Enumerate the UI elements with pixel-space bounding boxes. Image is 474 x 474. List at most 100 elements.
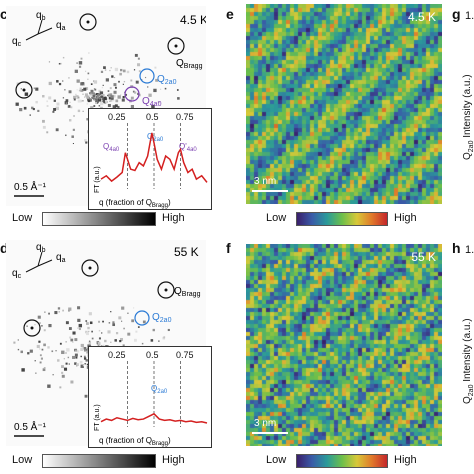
panel-f-letter: f: [226, 240, 231, 256]
fft-speck: [102, 97, 104, 99]
fft-speck: [17, 339, 19, 341]
fft-speck: [69, 101, 71, 103]
fft-speck: [110, 341, 112, 343]
fft-speck: [86, 363, 89, 366]
fft-speck: [70, 106, 73, 109]
fft-speck: [90, 89, 94, 93]
fft-speck: [114, 77, 116, 79]
fft-speck: [88, 341, 92, 344]
fft-speck: [65, 352, 67, 354]
fft-speck: [148, 93, 152, 97]
fft-speck: [59, 386, 62, 389]
fft-speck: [61, 365, 64, 369]
fft-speck: [101, 332, 103, 334]
fft-speck: [109, 93, 113, 97]
fft-speck: [33, 87, 36, 90]
fft-speck: [77, 327, 79, 329]
fft-speck: [87, 72, 90, 75]
inset-top-ylabel: FT (a.u.): [94, 166, 101, 193]
fft-speck: [102, 84, 104, 86]
fft-speck: [114, 67, 119, 72]
fft-speck: [47, 384, 51, 388]
inset-top-ann-4a0: Q4a0: [103, 142, 120, 153]
fft-speck: [154, 66, 157, 69]
fft-speck: [100, 70, 104, 74]
fft-speck: [13, 341, 16, 344]
fft-speck: [98, 93, 101, 96]
panel-g-ylabel: Q2a0 Intensity (a.u.): [462, 74, 474, 160]
fft-speck: [132, 90, 135, 93]
fft-speck: [65, 99, 69, 102]
fft-speck: [53, 99, 56, 102]
fft-speck: [81, 82, 85, 85]
fft-speck: [39, 354, 42, 357]
fft-speck: [29, 114, 31, 116]
fft-speck: [62, 80, 64, 82]
q-bragg-label-d: QBragg: [174, 286, 201, 298]
fft-speck: [63, 367, 68, 371]
fft-speck: [67, 356, 70, 359]
fft-speck: [93, 105, 96, 107]
fft-speck: [93, 80, 98, 84]
fft-speck: [80, 364, 84, 368]
colorbar-c-low: Low: [12, 212, 33, 224]
fft-speck: [157, 101, 160, 104]
fft-speck: [80, 89, 84, 93]
q-bragg-label-c: QBragg: [176, 58, 203, 70]
fft-speck: [68, 327, 72, 330]
colorbar-c-high: High: [162, 212, 185, 224]
fft-speck: [133, 307, 135, 309]
fft-speck: [119, 337, 124, 342]
fft-speck: [74, 353, 78, 357]
axis-qb-c: qb: [36, 10, 46, 22]
colorbar-d-low: Low: [12, 454, 33, 466]
fft-speck: [69, 336, 72, 339]
fft-speck: [35, 372, 37, 374]
fft-speck: [112, 321, 115, 324]
fft-speck: [72, 142, 74, 145]
fft-speck: [80, 57, 83, 60]
fft-speck: [15, 102, 19, 106]
fft-speck: [82, 100, 84, 102]
fft-speck: [114, 339, 117, 342]
fft-speck: [83, 87, 87, 91]
fft-speck: [73, 115, 75, 117]
fft-speck: [64, 89, 66, 91]
fft-speck: [98, 98, 101, 100]
inset-bottom-tick-1: 0.25: [108, 350, 126, 360]
fft-speck: [61, 374, 65, 378]
fft-speck: [75, 96, 79, 100]
fft-speck: [55, 128, 59, 132]
fft-speck: [107, 90, 110, 92]
fft-speck: [62, 56, 65, 59]
fft-speck: [43, 367, 46, 369]
fft-speck: [63, 358, 65, 360]
fft-speck: [114, 104, 118, 108]
fft-speck: [102, 320, 104, 323]
fft-speck: [80, 343, 84, 348]
fft-speck: [68, 307, 72, 311]
fft-speck: [78, 65, 82, 68]
fft-speck: [68, 90, 72, 94]
fft-speck: [90, 83, 93, 85]
fft-speck: [141, 342, 144, 345]
fft-speck: [48, 96, 52, 100]
fft-speck: [88, 340, 91, 342]
fft-speck: [40, 357, 43, 360]
fft-speck: [112, 105, 117, 109]
map-e-scale-label: 3 nm: [254, 176, 277, 187]
fft-speck: [152, 328, 155, 332]
fft-speck: [126, 70, 130, 74]
fft-speck: [86, 95, 90, 99]
fft-speck: [74, 69, 78, 73]
fft-speck: [48, 61, 51, 63]
colorbar-e-high: High: [394, 212, 417, 224]
fft-speck: [86, 350, 90, 354]
inset-top-ann-4a0p: Q'4a0: [179, 142, 197, 153]
fft-speck: [62, 309, 64, 312]
fft-speck: [91, 330, 93, 333]
ft-inset-bottom: FT (a.u.) q (fraction of QBragg) Q2a0: [88, 346, 212, 448]
fft-speck: [113, 90, 117, 94]
fft-speck: [94, 99, 96, 101]
fft-speck: [85, 87, 89, 90]
